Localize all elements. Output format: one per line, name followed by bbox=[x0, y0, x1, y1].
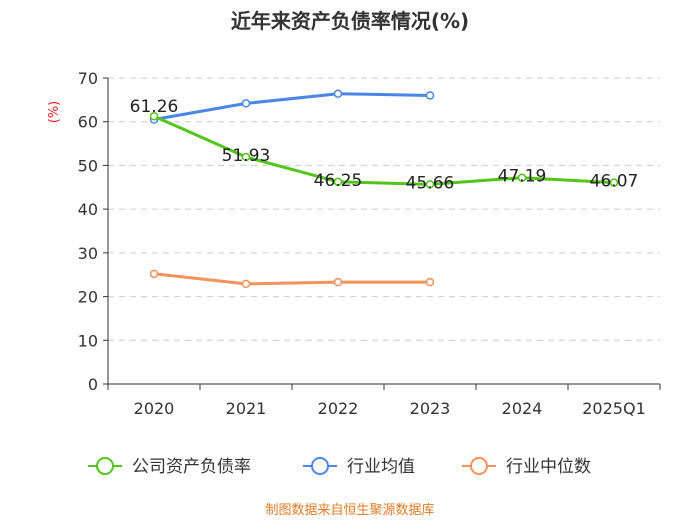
y-tick-label: 60 bbox=[78, 113, 98, 132]
legend-label: 行业中位数 bbox=[506, 457, 591, 477]
source-note: 制图数据来自恒生聚源数据库 bbox=[265, 502, 434, 518]
data-point-1-1 bbox=[241, 99, 251, 108]
x-tick-label: 2020 bbox=[134, 399, 175, 418]
legend-label: 行业均值 bbox=[347, 457, 415, 477]
x-tick-label: 2024 bbox=[502, 399, 543, 418]
x-tick-label: 2023 bbox=[410, 399, 451, 418]
legend-marker-0 bbox=[96, 457, 114, 475]
data-label: 45.66 bbox=[406, 173, 455, 193]
data-point-0-0 bbox=[149, 111, 159, 121]
y-tick-label: 30 bbox=[78, 244, 98, 263]
x-tick-label: 2025Q1 bbox=[582, 399, 646, 418]
legend-marker-2 bbox=[470, 457, 488, 475]
y-tick-label: 50 bbox=[78, 156, 98, 175]
data-point-2-1 bbox=[241, 279, 251, 289]
legend-marker-1 bbox=[311, 457, 329, 475]
series-line-1 bbox=[152, 92, 432, 121]
chart-title: 近年来资产负债率情况(%) bbox=[231, 9, 469, 33]
data-point-1-3 bbox=[425, 91, 435, 100]
x-tick-label: 2022 bbox=[318, 399, 359, 418]
data-label: 47.19 bbox=[498, 167, 547, 187]
data-point-2-0 bbox=[149, 269, 159, 279]
series-line-2 bbox=[152, 272, 432, 286]
data-label: 46.25 bbox=[314, 171, 363, 191]
series-line-0 bbox=[152, 114, 616, 186]
y-tick-label: 20 bbox=[78, 288, 98, 307]
y-tick-label: 70 bbox=[78, 69, 98, 88]
data-label: 51.93 bbox=[222, 146, 271, 166]
data-label: 61.26 bbox=[130, 97, 179, 117]
data-point-0-4 bbox=[517, 173, 527, 182]
data-point-2-2 bbox=[333, 277, 343, 287]
data-point-0-1 bbox=[241, 152, 251, 162]
y-tick-label: 40 bbox=[78, 200, 98, 219]
x-tick-label: 2021 bbox=[226, 399, 267, 418]
data-label: 46.07 bbox=[590, 172, 639, 192]
data-point-0-3 bbox=[425, 180, 435, 189]
y-tick-label: 10 bbox=[78, 331, 98, 350]
data-point-1-2 bbox=[333, 89, 343, 98]
legend-label: 公司资产负债率 bbox=[132, 457, 251, 477]
data-point-0-2 bbox=[333, 177, 343, 187]
data-point-0-5 bbox=[609, 178, 619, 187]
y-tick-label: 0 bbox=[88, 375, 98, 394]
y-axis-label: (%) bbox=[47, 101, 62, 124]
data-point-2-3 bbox=[425, 277, 435, 287]
